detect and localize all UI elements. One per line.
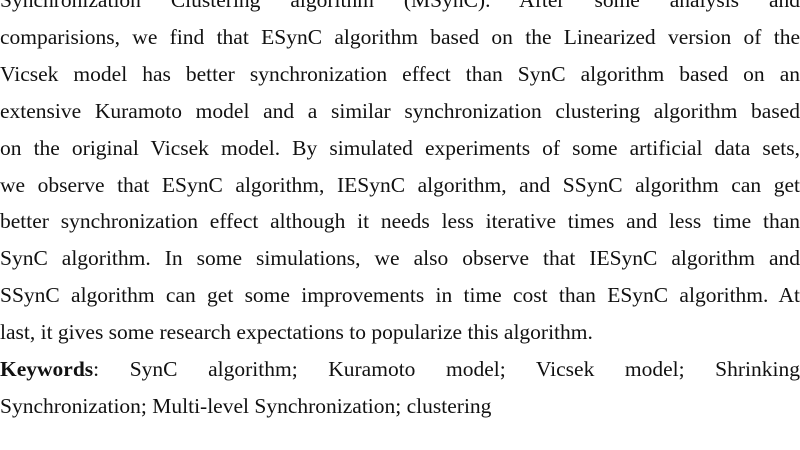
text-line: comparisions, we find that ESynC algorit… — [0, 24, 800, 49]
text-line: we observe that ESynC algorithm, IESynC … — [0, 172, 800, 197]
text-line: last, it gives some research expectation… — [0, 320, 593, 345]
text-line: on the original Vicsek model. By simulat… — [0, 135, 800, 160]
keywords-text: Synchronization; Multi-level Synchroniza… — [0, 393, 492, 418]
text-line: SSynC algorithm can get some improvement… — [0, 283, 800, 308]
text-line: better synchronization effect although i… — [0, 209, 800, 234]
text-line: Vicsek model has better synchronization … — [0, 61, 800, 86]
text-line: extensive Kuramoto model and a similar s… — [0, 98, 800, 123]
text-line: SynC algorithm. In some simulations, we … — [0, 246, 800, 271]
keywords-line: Synchronization; Multi-level Synchroniza… — [0, 388, 800, 424]
keywords-text: : SynC algorithm; Kuramoto model; Vicsek… — [93, 357, 800, 381]
keywords-line: Keywords: SynC algorithm; Kuramoto model… — [0, 351, 800, 387]
text-line: Synchronization Clustering algorithm (MS… — [0, 0, 800, 12]
keywords-label: Keywords — [0, 357, 94, 381]
